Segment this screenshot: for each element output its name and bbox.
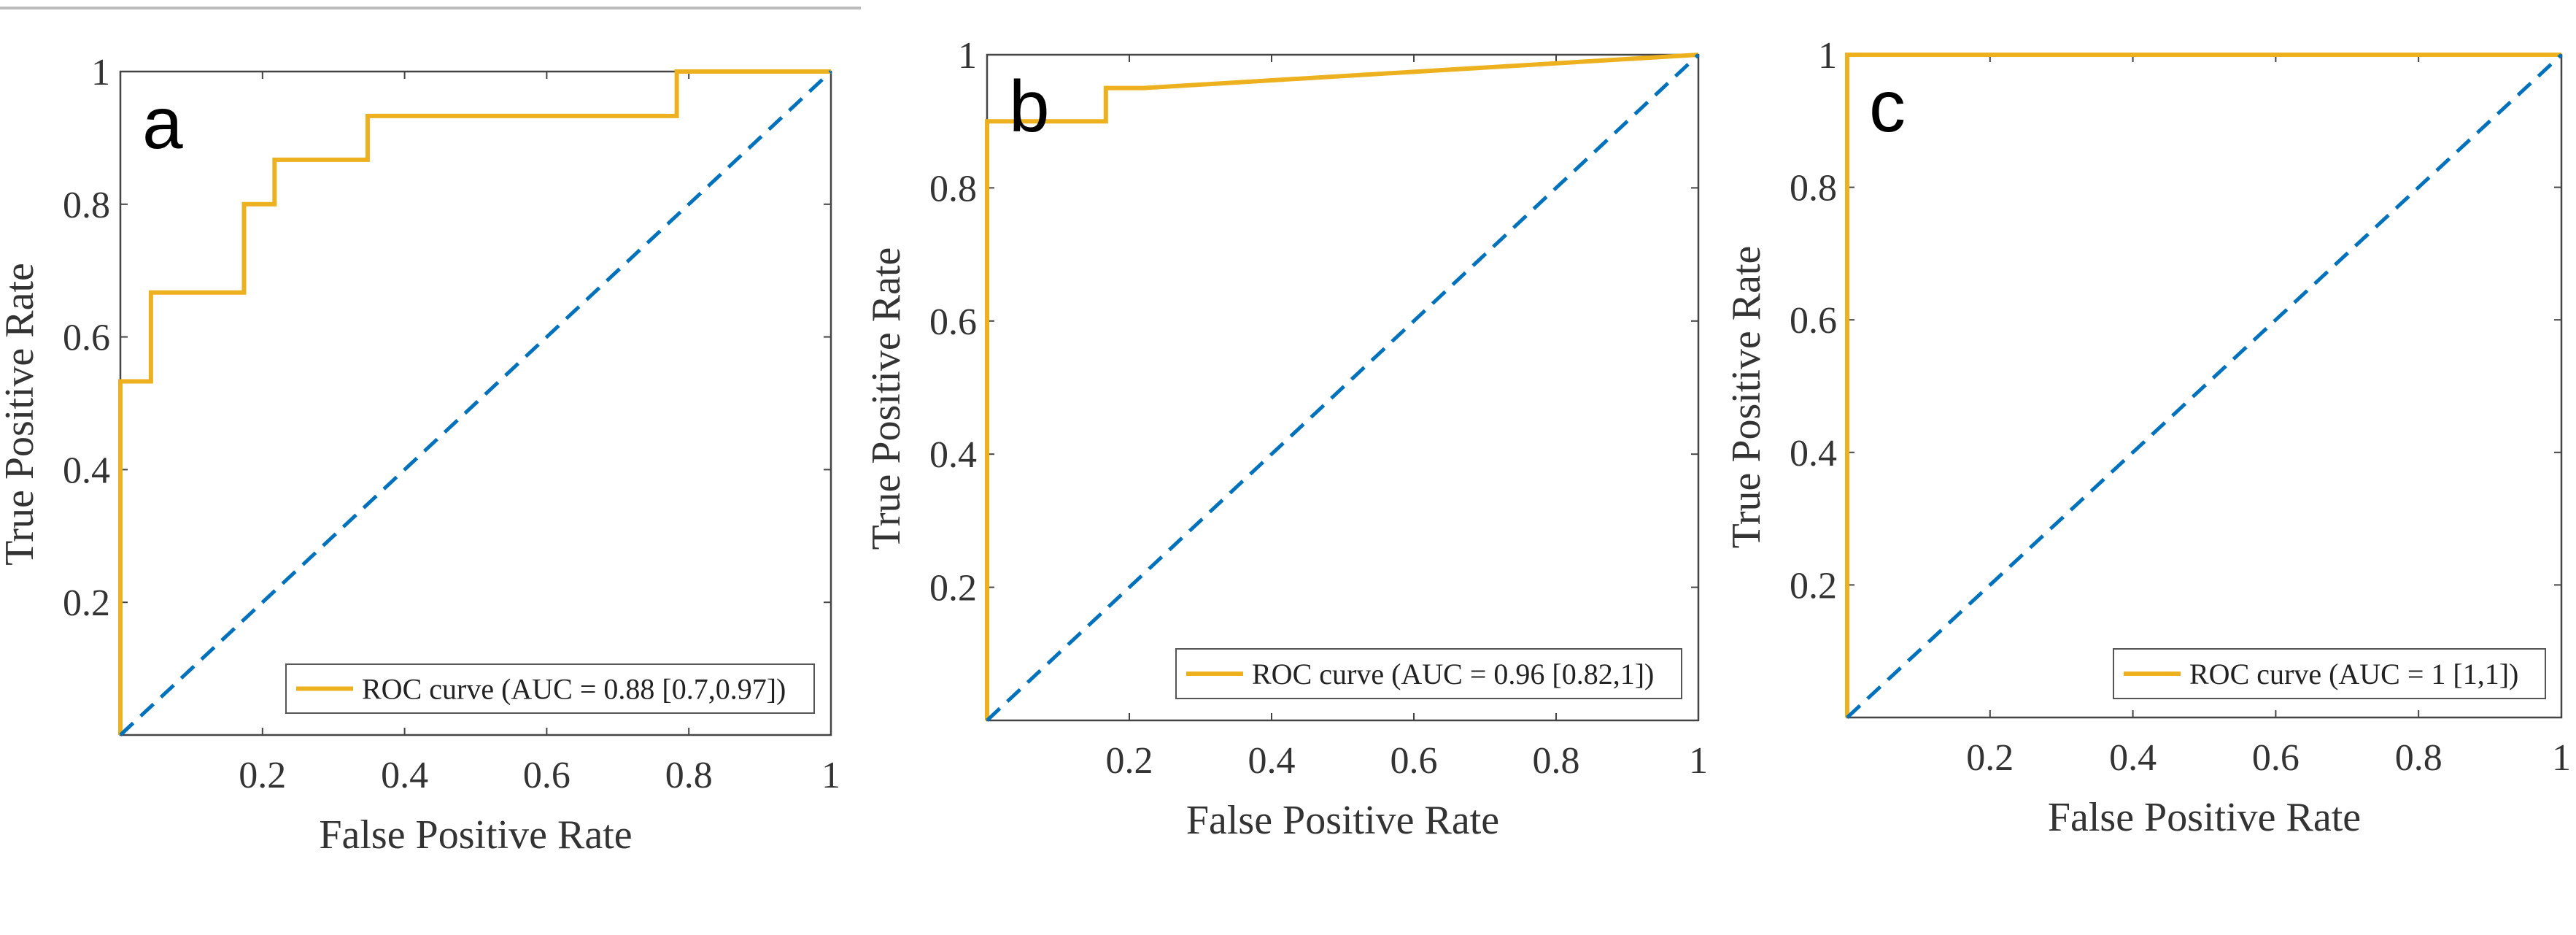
y-axis-label: True Positive Rate xyxy=(0,263,42,566)
y-tick-label: 0.2 xyxy=(63,582,110,624)
x-tick-label: 0.2 xyxy=(239,755,286,796)
panel-a: 0.2 0.4 0.6 0.8 1 0.2 0.4 0.6 0.8 1 False Positive… xyxy=(0,52,840,858)
y-tick-label: 0.8 xyxy=(929,168,977,209)
y-tick-label: 0.2 xyxy=(1790,565,1837,607)
x-axis-label: False Positive Rate xyxy=(319,812,632,858)
legend: ROC curve (AUC = 0.96 [0.82,1]) xyxy=(1175,648,1682,699)
panel-label: a xyxy=(142,82,183,164)
legend-box xyxy=(285,663,815,714)
y-axis-label: True Positive Rate xyxy=(1724,246,1769,549)
chance-diagonal-line xyxy=(119,70,832,736)
y-axis-label: True Positive Rate xyxy=(864,247,909,550)
x-tick-label: 0.8 xyxy=(1533,740,1580,782)
roc-curve-line xyxy=(985,53,1699,720)
roc-curve-line xyxy=(118,69,831,735)
x-tick-label: 0.8 xyxy=(2395,737,2442,779)
legend-entry: ROC curve (AUC = 0.96 [0.82,1]) xyxy=(1252,658,1654,690)
x-tick-label: 0.6 xyxy=(1391,740,1438,782)
legend-entry: ROC curve (AUC = 1 [1,1]) xyxy=(2189,658,2518,690)
legend-entry: ROC curve (AUC = 0.88 [0.7,0.97]) xyxy=(362,673,786,706)
y-tick-label: 0.6 xyxy=(63,318,110,359)
y-tick-label: 0.4 xyxy=(1790,433,1837,474)
y-tick-label: 0.4 xyxy=(929,434,977,476)
y-tick-label: 1 xyxy=(1818,35,1837,77)
x-tick-label: 0.4 xyxy=(2109,737,2157,779)
x-tick-label: 0.8 xyxy=(665,755,713,796)
roc-curve-line xyxy=(1845,53,2561,717)
x-tick-label: 0.6 xyxy=(2252,737,2300,779)
chance-diagonal-line xyxy=(1846,53,2563,719)
y-tick-label: 0.4 xyxy=(63,450,110,491)
x-tick-label: 1 xyxy=(2552,737,2571,779)
legend-box xyxy=(2113,648,2546,699)
legend: ROC curve (AUC = 1 [1,1]) xyxy=(2113,648,2546,699)
panel-label: b xyxy=(1009,66,1050,147)
legend-box xyxy=(1175,648,1682,699)
x-tick-label: 1 xyxy=(1689,740,1708,782)
x-tick-label: 0.2 xyxy=(1966,737,2014,779)
y-tick-label: 0.6 xyxy=(1790,300,1837,342)
legend: ROC curve (AUC = 0.88 [0.7,0.97]) xyxy=(285,663,815,714)
x-tick-label: 1 xyxy=(821,755,840,796)
y-tick-label: 0.6 xyxy=(929,301,977,343)
y-tick-label: 0.8 xyxy=(63,185,110,226)
x-axis-label: False Positive Rate xyxy=(1186,798,1499,843)
x-tick-label: 0.6 xyxy=(523,755,570,796)
panel-b: 0.2 0.4 0.6 0.8 1 0.2 0.4 0.6 0.8 1 False Positive… xyxy=(864,35,1708,843)
x-axis-label: False Positive Rate xyxy=(2048,795,2361,840)
chance-diagonal-line xyxy=(986,53,1700,722)
x-tick-label: 0.4 xyxy=(1248,740,1296,782)
y-tick-label: 1 xyxy=(91,52,110,93)
x-tick-label: 0.4 xyxy=(381,755,428,796)
y-tick-label: 0.8 xyxy=(1790,168,1837,209)
panel-label: c xyxy=(1869,66,1906,147)
x-tick-label: 0.2 xyxy=(1106,740,1153,782)
panel-c: 0.2 0.4 0.6 0.8 1 0.2 0.4 0.6 0.8 1 False Positive… xyxy=(1724,35,2571,840)
y-tick-label: 0.2 xyxy=(929,568,977,609)
y-tick-label: 1 xyxy=(958,35,977,77)
